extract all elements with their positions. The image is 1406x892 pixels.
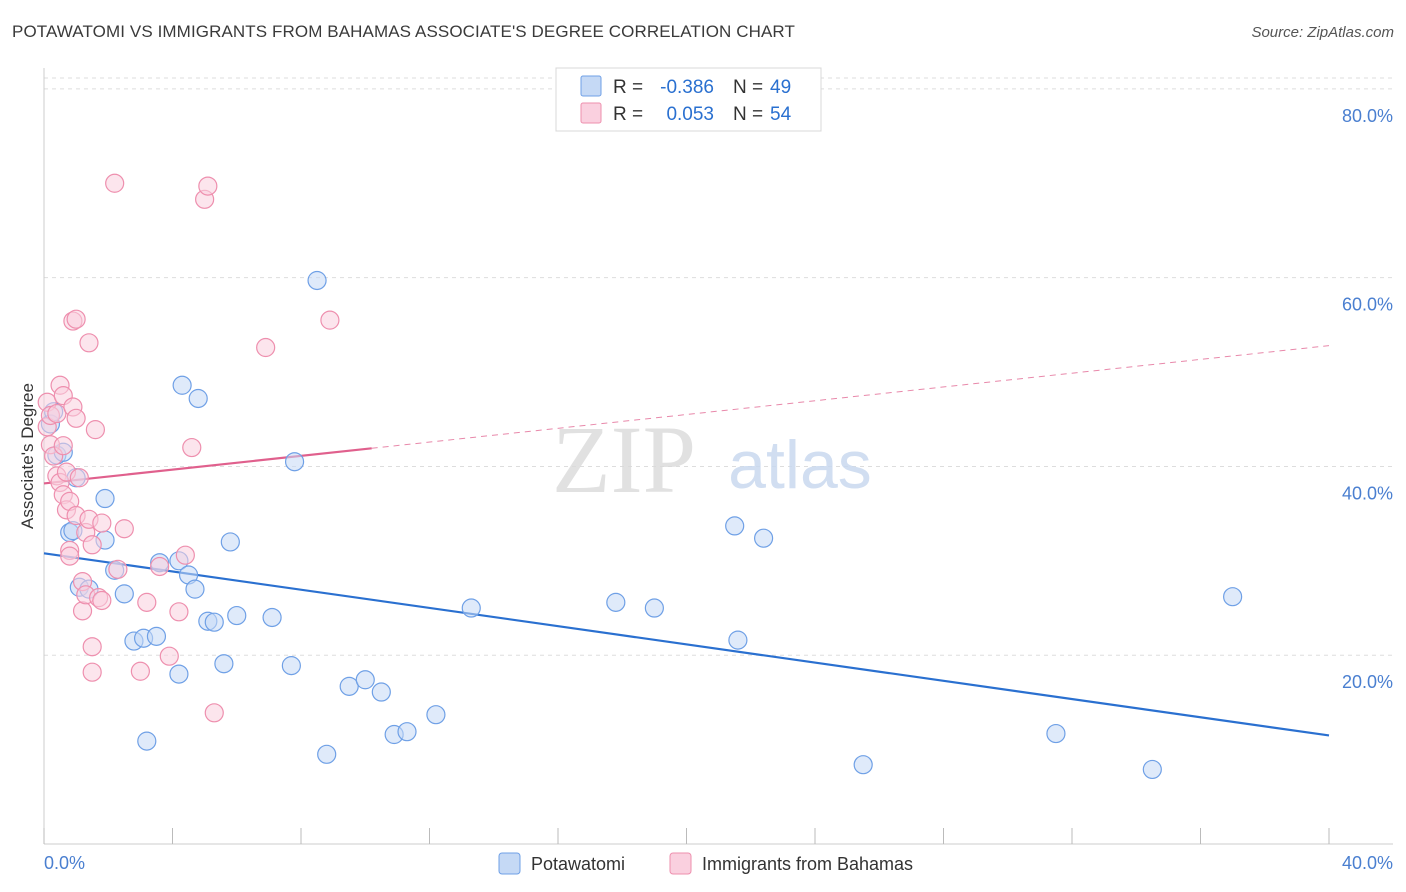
data-point-blue — [220, 532, 240, 552]
stats-n-value-blue: 49 — [770, 77, 791, 98]
data-point-pink — [256, 337, 276, 358]
data-point-pink — [66, 408, 86, 428]
series-legend: Potawatomi Immigrants from Bahamas — [498, 852, 913, 875]
data-point-blue — [281, 656, 301, 676]
data-point-blue — [146, 626, 167, 646]
data-point-pink — [169, 602, 189, 622]
data-point-pink — [159, 646, 179, 666]
data-point-blue — [262, 607, 282, 628]
data-point-blue — [853, 755, 873, 775]
data-point-pink — [47, 403, 67, 424]
data-point-blue — [1223, 587, 1243, 607]
data-point-pink — [66, 309, 86, 329]
data-point-blue — [725, 516, 745, 536]
stats-n-label-pink: N = — [733, 104, 763, 125]
data-point-blue — [172, 375, 192, 395]
data-point-blue — [95, 488, 115, 509]
data-point-pink — [150, 556, 170, 577]
y-tick-label: 80.0% — [1342, 106, 1393, 126]
axes — [43, 68, 1393, 845]
data-point-pink — [320, 310, 340, 330]
data-point-pink — [85, 420, 106, 440]
data-point-pink — [79, 333, 99, 353]
data-point-pink — [92, 513, 112, 533]
data-point-blue — [137, 731, 157, 751]
data-point-pink — [175, 545, 195, 565]
data-point-pink — [82, 637, 102, 657]
data-point-blue — [426, 705, 446, 725]
grid-lines — [44, 77, 1393, 656]
y-tick-labels: 20.0% 40.0% 60.0% 80.0% — [1342, 106, 1393, 692]
watermark-atlas: atlas — [728, 427, 872, 503]
stats-r-label-blue: R = — [613, 77, 643, 98]
data-point-blue — [355, 670, 375, 690]
data-point-blue — [339, 676, 359, 696]
stats-n-label-blue: N = — [733, 77, 763, 98]
stats-r-label-pink: R = — [613, 104, 643, 125]
y-axis-label: Associate's Degree — [18, 383, 37, 529]
x-tick-label-max: 40.0% — [1342, 853, 1393, 873]
stats-r-value-blue: -0.386 — [660, 77, 714, 98]
data-point-blue — [204, 612, 224, 632]
data-point-blue — [728, 630, 748, 650]
y-tick-label: 60.0% — [1342, 295, 1393, 315]
data-point-blue — [185, 579, 205, 599]
legend-label-potawatomi[interactable]: Potawatomi — [531, 854, 625, 874]
data-point-blue — [317, 744, 337, 764]
data-point-blue — [1046, 723, 1066, 744]
legend-swatch-bahamas[interactable] — [669, 852, 692, 875]
chart-title: POTAWATOMI VS IMMIGRANTS FROM BAHAMAS AS… — [12, 22, 795, 41]
data-point-pink — [82, 535, 102, 555]
data-point-blue — [397, 722, 417, 742]
data-point-pink — [60, 546, 80, 566]
data-point-pink — [204, 703, 224, 723]
data-point-blue — [371, 682, 391, 702]
data-points — [37, 173, 1243, 780]
data-point-blue — [1142, 759, 1162, 780]
data-point-blue — [169, 664, 189, 684]
data-point-blue — [227, 605, 247, 626]
data-point-pink — [92, 590, 112, 611]
data-point-blue — [307, 270, 327, 291]
y-tick-label: 20.0% — [1342, 672, 1393, 692]
y-tick-label: 40.0% — [1342, 483, 1393, 503]
data-point-blue — [644, 598, 664, 618]
data-point-blue — [461, 598, 481, 618]
x-tick-label-min: 0.0% — [44, 853, 85, 873]
data-point-blue — [753, 528, 774, 548]
data-point-pink — [182, 437, 202, 458]
stats-legend: R = -0.386 N = 49 R = 0.053 N = 54 — [555, 67, 822, 132]
data-point-blue — [188, 388, 208, 409]
stats-r-value-pink: 0.053 — [666, 104, 714, 125]
data-point-pink — [198, 176, 218, 196]
data-point-pink — [105, 173, 125, 193]
data-point-pink — [114, 519, 134, 539]
legend-label-bahamas[interactable]: Immigrants from Bahamas — [702, 854, 913, 874]
data-point-blue — [284, 452, 305, 472]
data-point-pink — [82, 662, 102, 682]
legend-swatch-potawatomi[interactable] — [498, 852, 521, 875]
data-point-blue — [214, 654, 234, 674]
data-point-blue — [114, 584, 134, 604]
trend-lines — [43, 345, 1330, 737]
x-tick-labels: 0.0% 40.0% — [44, 853, 1393, 873]
watermark: ZIP atlas — [552, 406, 872, 513]
data-point-pink — [130, 661, 150, 681]
data-point-pink — [108, 559, 128, 579]
stats-n-value-pink: 54 — [770, 104, 792, 125]
source-label: Source: ZipAtlas.com — [1251, 24, 1394, 41]
watermark-zip: ZIP — [552, 406, 696, 513]
data-point-pink — [53, 436, 73, 456]
data-point-blue — [606, 592, 626, 612]
data-point-pink — [69, 468, 89, 488]
stats-swatch-pink — [580, 102, 602, 124]
data-point-pink — [72, 601, 93, 621]
trend-line-pink — [43, 447, 372, 485]
stats-swatch-blue — [580, 75, 602, 97]
data-point-pink — [137, 592, 157, 612]
trend-line-blue — [43, 552, 1330, 737]
